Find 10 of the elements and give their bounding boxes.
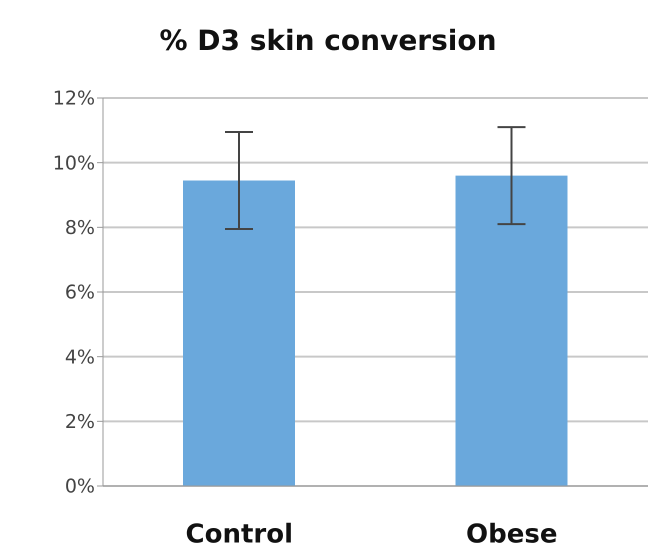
y-tick-label: 0% [64, 476, 95, 498]
chart-title: % D3 skin conversion [158, 23, 498, 59]
y-tick-label: 4% [64, 346, 95, 368]
y-tick-label: 6% [64, 282, 95, 304]
x-tick-label: Control [186, 519, 293, 550]
y-tick-label: 8% [64, 217, 95, 240]
y-tick-label: 10% [52, 152, 95, 174]
y-tick-label: 2% [64, 411, 95, 434]
x-tick-label: Obese [466, 519, 558, 550]
y-tick-label: 12% [52, 88, 95, 110]
